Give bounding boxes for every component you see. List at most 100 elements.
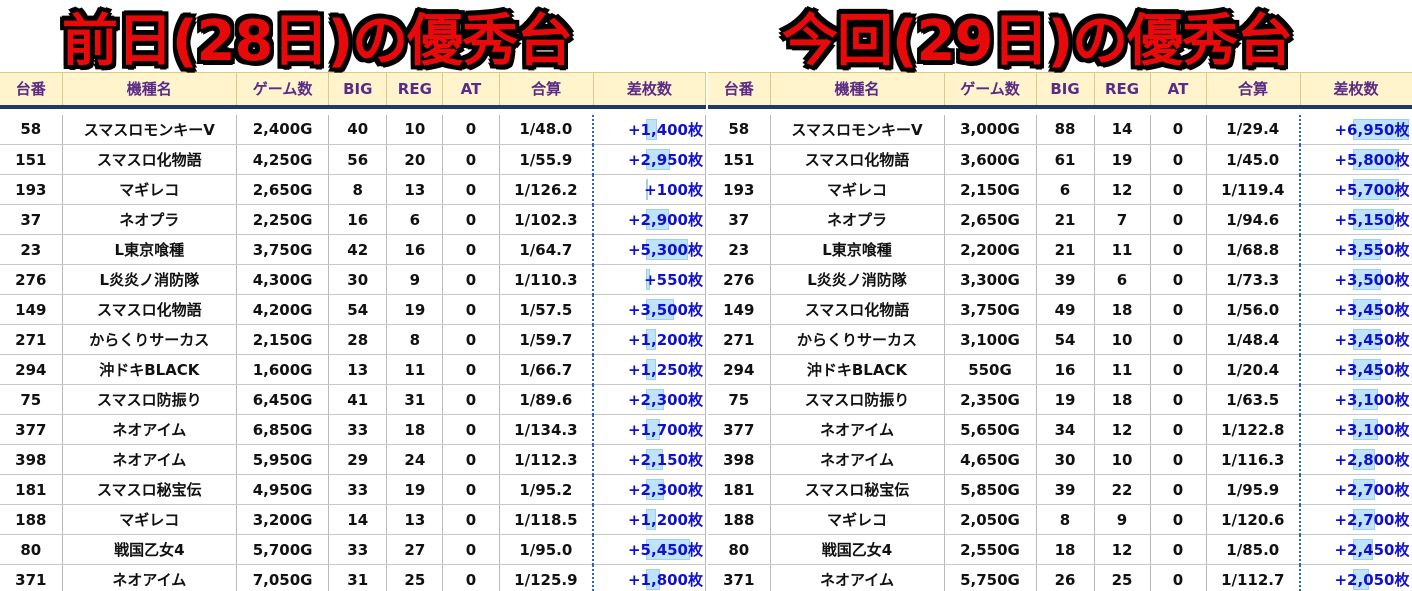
diff-databar (646, 329, 657, 350)
cell-machine-name: スマスロ防振り (770, 384, 945, 415)
cell-machine-name: 沖ドキBLACK (62, 354, 237, 385)
table-row: 58 スマスロモンキーV 3,000G 88 14 0 1/29.4 +6,950枚 (708, 114, 1412, 145)
cell-reg: 11 (1094, 234, 1151, 265)
diff-value: +2,800枚 (1334, 451, 1410, 469)
table-row: 80 戦国乙女4 2,550G 18 12 0 1/85.0 +2,450枚 (708, 534, 1412, 565)
cell-total: 1/89.6 (499, 384, 594, 415)
cell-diff: +2,300枚 (592, 474, 707, 505)
table-row: 371 ネオアイム 7,050G 31 25 0 1/125.9 +1,800枚 (0, 564, 707, 591)
cell-games: 2,550G (944, 534, 1037, 565)
diff-databar (646, 239, 689, 260)
cell-reg: 14 (1094, 114, 1151, 145)
cell-diff: +100枚 (592, 174, 707, 205)
diff-value: +5,300枚 (627, 241, 703, 259)
header-at: AT (442, 72, 500, 109)
cell-machine-no: 181 (708, 474, 771, 505)
cell-games: 4,200G (236, 294, 330, 325)
header-machine-name: 機種名 (770, 72, 945, 109)
cell-at: 0 (1150, 564, 1207, 591)
cell-diff: +2,950枚 (592, 144, 707, 175)
cell-machine-no: 80 (0, 534, 63, 565)
cell-total: 1/125.9 (499, 564, 594, 591)
table-row: 181 スマスロ秘宝伝 5,850G 39 22 0 1/95.9 +2,700枚 (708, 474, 1412, 505)
cell-total: 1/126.2 (499, 174, 594, 205)
cell-at: 0 (1150, 504, 1207, 535)
diff-value: +1,800枚 (627, 571, 703, 589)
cell-big: 49 (1036, 294, 1095, 325)
diff-databar (646, 479, 665, 500)
cell-at: 0 (442, 294, 500, 325)
cell-big: 54 (328, 294, 388, 325)
cell-reg: 25 (1094, 564, 1151, 591)
diff-databar (646, 539, 691, 560)
cell-machine-name: ネオプラ (770, 204, 945, 235)
table-row: 149 スマスロ化物語 3,750G 49 18 0 1/56.0 +3,450枚 (708, 294, 1412, 325)
cell-games: 3,200G (236, 504, 330, 535)
table-row: 181 スマスロ秘宝伝 4,950G 33 19 0 1/95.2 +2,300枚 (0, 474, 707, 505)
cell-at: 0 (442, 564, 500, 591)
cell-games: 6,850G (236, 414, 330, 445)
diff-value: +1,200枚 (627, 331, 703, 349)
cell-diff: +2,700枚 (1299, 474, 1412, 505)
diff-value: +1,200枚 (627, 511, 703, 529)
cell-machine-no: 294 (708, 354, 771, 385)
cell-games: 2,400G (236, 114, 330, 145)
cell-at: 0 (1150, 534, 1207, 565)
cell-total: 1/118.5 (499, 504, 594, 535)
cell-at: 0 (442, 504, 500, 535)
cell-machine-name: ネオプラ (62, 204, 237, 235)
cell-total: 1/112.3 (499, 444, 594, 475)
cell-reg: 18 (386, 414, 444, 445)
cell-reg: 31 (386, 384, 444, 415)
table-row: 398 ネオアイム 4,650G 30 10 0 1/116.3 +2,800枚 (708, 444, 1412, 475)
diff-databar (1353, 479, 1375, 500)
cell-machine-no: 271 (708, 324, 771, 355)
header-diff: 差枚数 (593, 72, 707, 109)
diff-value: +2,700枚 (1334, 511, 1410, 529)
results-table: 台番 機種名 ゲーム数 BIG REG AT 合算 差枚数 58 スマスロモンキー… (708, 72, 1412, 591)
panel-title: 前日(28日)の優秀台 (62, 8, 573, 74)
cell-games: 3,000G (944, 114, 1037, 145)
header-total: 合算 (499, 72, 594, 109)
cell-games: 5,750G (944, 564, 1037, 591)
cell-reg: 24 (386, 444, 444, 475)
table-row: 23 L東京喰種 3,750G 42 16 0 1/64.7 +5,300枚 (0, 234, 707, 265)
cell-machine-name: スマスロ化物語 (770, 294, 945, 325)
cell-machine-no: 37 (0, 204, 63, 235)
cell-machine-no: 188 (708, 504, 771, 535)
diff-databar (1353, 389, 1378, 410)
cell-reg: 11 (386, 354, 444, 385)
header-diff: 差枚数 (1300, 72, 1412, 109)
table-row: 276 L炎炎ノ消防隊 4,300G 30 9 0 1/110.3 +550枚 (0, 264, 707, 295)
cell-diff: +1,400枚 (592, 114, 707, 145)
diff-databar (1353, 239, 1381, 260)
cell-games: 4,650G (944, 444, 1037, 475)
cell-machine-no: 398 (0, 444, 63, 475)
cell-diff: +1,200枚 (592, 504, 707, 535)
cell-machine-no: 149 (708, 294, 771, 325)
table-row: 294 沖ドキBLACK 550G 16 11 0 1/20.4 +3,450枚 (708, 354, 1412, 385)
cell-reg: 10 (1094, 324, 1151, 355)
diff-databar (646, 359, 657, 380)
cell-diff: +2,900枚 (592, 204, 707, 235)
cell-total: 1/95.2 (499, 474, 594, 505)
cell-diff: +5,700枚 (1299, 174, 1412, 205)
header-games: ゲーム数 (944, 72, 1037, 109)
cell-machine-name: 戦国乙女4 (62, 534, 237, 565)
cell-big: 26 (1036, 564, 1095, 591)
cell-total: 1/66.7 (499, 354, 594, 385)
cell-machine-name: スマスロ秘宝伝 (770, 474, 945, 505)
cell-games: 2,200G (944, 234, 1037, 265)
cell-machine-name: 沖ドキBLACK (770, 354, 945, 385)
diff-value: +3,550枚 (1334, 241, 1410, 259)
cell-total: 1/20.4 (1206, 354, 1301, 385)
cell-diff: +550枚 (592, 264, 707, 295)
cell-big: 28 (328, 324, 388, 355)
cell-big: 31 (328, 564, 388, 591)
cell-games: 4,950G (236, 474, 330, 505)
diff-databar (646, 509, 657, 530)
diff-databar (1353, 539, 1373, 560)
cell-at: 0 (442, 444, 500, 475)
diff-databar (1353, 209, 1394, 230)
cell-machine-no: 149 (0, 294, 63, 325)
